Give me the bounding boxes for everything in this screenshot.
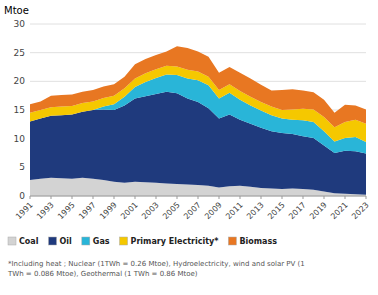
x-tick-label: 1999 xyxy=(98,200,119,221)
x-tick xyxy=(177,196,178,199)
y-tick-label: 25 xyxy=(14,48,25,58)
y-tick-label: 0 xyxy=(19,191,25,201)
areas xyxy=(30,46,366,196)
footnote: TWh = 0.086 Mtoe), Geothermal (1 TWh = 0… xyxy=(7,270,198,278)
x-tick xyxy=(135,196,136,199)
y-tick-label: 10 xyxy=(14,134,26,144)
x-tick xyxy=(366,196,367,199)
x-tick xyxy=(240,196,241,199)
x-tick-label: 2003 xyxy=(140,200,161,221)
x-tick xyxy=(114,196,115,199)
grid-line xyxy=(30,24,366,25)
x-tick xyxy=(198,196,199,199)
x-tick-label: 1995 xyxy=(56,200,77,221)
x-tick-label: 2021 xyxy=(329,200,350,221)
y-tick-label: 30 xyxy=(14,19,26,29)
y-tick-label: 5 xyxy=(19,162,25,172)
x-tick-label: 2019 xyxy=(308,200,329,221)
y-tick-label: 15 xyxy=(14,105,25,115)
legend-label: Oil xyxy=(60,237,73,246)
y-axis-label: Mtoe xyxy=(4,5,29,16)
x-tick xyxy=(261,196,262,199)
legend-label: Primary Electricity* xyxy=(131,237,220,246)
area xyxy=(30,46,366,127)
x-tick-label: 2007 xyxy=(182,200,203,221)
x-tick-label: 2023 xyxy=(350,200,371,221)
legend-label: Gas xyxy=(93,237,110,246)
legend-label: Biomass xyxy=(239,237,277,246)
x-tick xyxy=(93,196,94,199)
x-tick xyxy=(303,196,304,199)
legend-swatch xyxy=(49,237,57,245)
chart: 0 5 10 15 20 25 30 1991199319951997199920012003… xyxy=(0,0,378,295)
x-tick-label: 2009 xyxy=(203,200,224,221)
x-tick-label: 2005 xyxy=(161,200,182,221)
x-tick-label: 2011 xyxy=(224,200,245,221)
y-tick-label: 20 xyxy=(14,76,26,86)
legend-swatch xyxy=(228,237,236,245)
footnote: *Including heat ; Nuclear (1TWh = 0.26 M… xyxy=(8,260,305,268)
x-tick-label: 2001 xyxy=(119,200,140,221)
x-tick-label: 1991 xyxy=(14,200,35,221)
legend-swatch xyxy=(120,237,128,245)
x-tick xyxy=(30,196,31,199)
x-tick-label: 1993 xyxy=(35,200,56,221)
x-tick xyxy=(219,196,220,199)
x-tick-label: 2013 xyxy=(245,200,266,221)
x-tick-label: 2017 xyxy=(287,200,308,221)
x-tick-label: 2015 xyxy=(266,200,287,221)
x-tick xyxy=(51,196,52,199)
x-tick xyxy=(324,196,325,199)
x-tick xyxy=(345,196,346,199)
legend-swatch xyxy=(8,237,16,245)
legend: Coal Oil Gas Primary Electricity* Biomass xyxy=(8,237,277,246)
x-tick xyxy=(72,196,73,199)
legend-label: Coal xyxy=(19,237,39,246)
legend-swatch xyxy=(82,237,90,245)
x-tick xyxy=(156,196,157,199)
x-tick-label: 1997 xyxy=(77,200,98,221)
x-tick xyxy=(282,196,283,199)
